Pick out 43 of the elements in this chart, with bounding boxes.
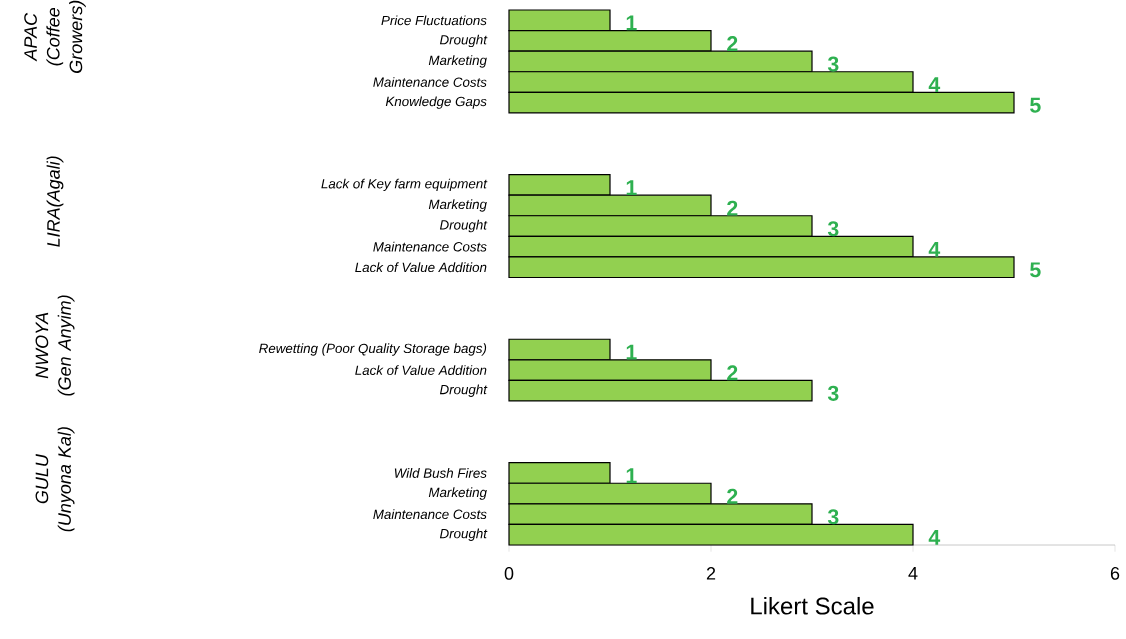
y-tick-label: Drought	[439, 384, 488, 397]
y-tick-label: Maintenance Costs	[373, 509, 487, 520]
data-label: 3	[827, 509, 839, 525]
text: GULU (Unyona Kal)	[35, 427, 75, 532]
y-tick-label: Marketing	[428, 55, 487, 68]
data-label: 2	[727, 365, 738, 381]
x-tick-label: 6	[1110, 567, 1120, 580]
x-axis-title: Likert Scale	[751, 596, 874, 615]
data-label: 5	[1030, 97, 1041, 113]
data-label: 2	[727, 488, 738, 504]
y-tick-label: Wild Bush Fires	[394, 468, 487, 478]
y-tick-label: Price Fluctuations	[381, 15, 487, 26]
y-tick-label: Marketing	[428, 199, 487, 212]
y-tick-label: Lack of Value Addition	[355, 262, 487, 273]
y-tick-label: Maintenance Costs	[373, 77, 487, 87]
data-label: 4	[928, 77, 941, 93]
x-tick-label: 4	[908, 567, 918, 580]
x-tick-label: 0	[504, 567, 514, 580]
text: APAC (Coffee Growers)	[24, 0, 86, 73]
y-tick-label: Drought	[439, 219, 488, 233]
data-label: 2	[727, 36, 738, 51]
data-label: 1	[626, 344, 637, 360]
data-label: 5	[1030, 262, 1041, 278]
data-label: 3	[827, 221, 839, 237]
y-tick-label: Drought	[439, 34, 488, 48]
y-tick-label: Lack of Value Addition	[355, 365, 487, 376]
y-tick-label: Knowledge Gaps	[385, 96, 487, 109]
y-tick-label: Rewetting (Poor Quality Storage bags)	[259, 343, 487, 356]
y-tick-label: Lack of Key farm equipment	[321, 178, 488, 192]
data-label: 4	[928, 530, 941, 545]
y-tick-label: Maintenance Costs	[373, 241, 487, 252]
data-label: 2	[727, 200, 738, 216]
text: NWOYA (Gen Anyim)	[35, 295, 75, 396]
data-label: 1	[626, 468, 637, 483]
y-tick-label: Drought	[439, 528, 488, 541]
data-label: 1	[626, 15, 637, 31]
data-label: 3	[827, 56, 839, 72]
data-label: 1	[626, 180, 637, 195]
data-label: 3	[827, 385, 839, 401]
y-tick-label: Marketing	[428, 487, 487, 500]
text: LIRA(Agali)	[46, 156, 64, 247]
data-label: 4	[928, 241, 941, 257]
x-tick-label: 2	[706, 567, 716, 580]
